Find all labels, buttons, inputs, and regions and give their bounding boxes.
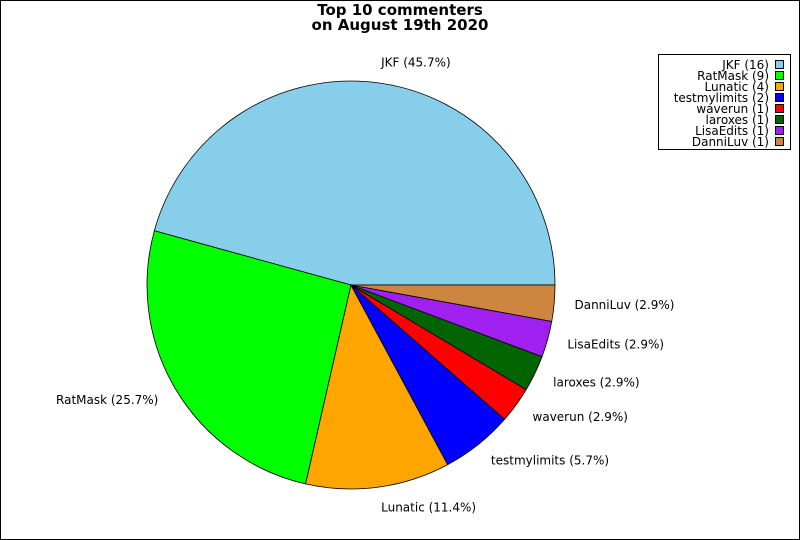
legend-swatch [775, 60, 784, 69]
legend-swatch [775, 137, 784, 146]
pie-slice-jkf [153, 80, 556, 286]
legend-swatch [775, 93, 784, 102]
legend-entry-waverun: waverun (1) [696, 101, 784, 116]
chart-legend: JKF (16) RatMask (9) Lunatic (4) testmylimi… [658, 54, 791, 150]
legend-swatch [775, 126, 784, 135]
pie-slice-lunatic [305, 283, 449, 490]
slice-label-laroxes: laroxes (2.9%) [553, 375, 639, 389]
legend-entry-lisaedits: LisaEdits (1) [695, 123, 784, 138]
legend-label: laroxes (1) [705, 112, 769, 127]
legend-label: LisaEdits (1) [695, 123, 769, 138]
legend-label: testmylimits (2) [673, 90, 769, 105]
slice-label-ratmask: RatMask (25.7%) [56, 393, 158, 407]
legend-swatch [775, 104, 784, 113]
slice-label-waverun: waverun (2.9%) [533, 410, 628, 424]
legend-entry-danniluv: DanniLuv (1) [691, 134, 784, 149]
legend-label: waverun (1) [696, 101, 769, 116]
slice-label-jkf: JKF (45.7%) [380, 56, 451, 70]
legend-swatch [775, 115, 784, 124]
legend-label: DanniLuv (1) [691, 134, 769, 149]
legend-label: RatMask (9) [697, 68, 769, 83]
legend-swatch [775, 82, 784, 91]
legend-label: Lunatic (4) [704, 79, 770, 94]
slice-label-lisaedits: LisaEdits (2.9%) [567, 338, 664, 352]
legend-entry-testmylimits: testmylimits (2) [673, 90, 784, 105]
pie-slice-danniluv [350, 284, 556, 322]
legend-entry-ratmask: RatMask (9) [697, 68, 784, 83]
chart-title: Top 10 commenters on August 19th 2020 [0, 3, 800, 33]
slice-label-lunatic: Lunatic (11.4%) [381, 500, 476, 514]
pie-slice-ratmask [146, 230, 352, 485]
slice-label-testmylimits: testmylimits (5.7%) [491, 453, 609, 467]
legend-entry-laroxes: laroxes (1) [705, 112, 784, 127]
legend-swatch [775, 71, 784, 80]
legend-entry-jkf: JKF (16) [722, 57, 784, 72]
chart-title-line-1: Top 10 commenters [317, 1, 483, 19]
legend-label: JKF (16) [722, 57, 769, 72]
legend-entry-lunatic: Lunatic (4) [704, 79, 784, 94]
slice-label-danniluv: DanniLuv (2.9%) [574, 298, 674, 312]
chart-title-line-2: on August 19th 2020 [311, 16, 489, 34]
